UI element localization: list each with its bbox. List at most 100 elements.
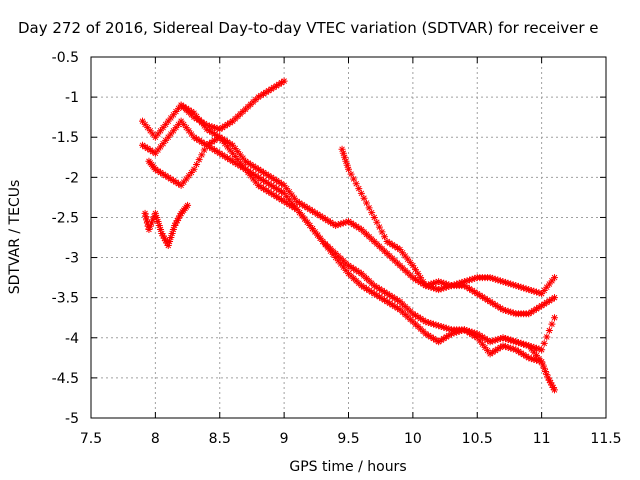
data-point: [538, 302, 546, 310]
data-point: [154, 167, 162, 175]
data-point: [401, 266, 409, 274]
x-tick-label: 10: [404, 431, 422, 447]
data-point: [504, 343, 512, 351]
data-point: [283, 199, 291, 207]
data-point: [272, 82, 280, 90]
data-point: [424, 281, 432, 289]
data-point: [478, 333, 486, 341]
data-point: [342, 218, 350, 226]
grid: [91, 57, 606, 418]
data-point: [342, 259, 350, 267]
data-point: [175, 214, 183, 222]
data-point: [509, 337, 517, 345]
data-point: [262, 178, 270, 186]
data-point: [338, 145, 346, 153]
data-point: [401, 302, 409, 310]
data-point: [378, 286, 386, 294]
data-point: [355, 268, 363, 276]
data-point: [175, 104, 183, 112]
data-point: [260, 169, 268, 177]
data-point: [370, 290, 378, 298]
data-point: [486, 350, 494, 358]
data-point: [368, 235, 376, 243]
data-point: [502, 307, 510, 315]
data-point: [414, 313, 422, 321]
data-point: [427, 280, 435, 288]
data-point: [535, 355, 543, 363]
data-point: [437, 285, 445, 293]
data-point: [486, 338, 494, 346]
data-point: [514, 339, 522, 347]
data-point: [154, 130, 162, 138]
data-point: [208, 144, 216, 152]
data-point: [177, 101, 185, 109]
data-point: [404, 255, 412, 263]
data-point: [252, 164, 260, 172]
data-point: [532, 356, 540, 364]
data-point: [175, 180, 183, 188]
data-point: [247, 160, 255, 168]
y-tick-label: -1.5: [52, 130, 79, 146]
data-point: [308, 207, 316, 215]
data-point: [169, 111, 177, 119]
data-point: [190, 133, 198, 141]
data-point: [337, 220, 345, 228]
data-point: [200, 122, 208, 130]
data-point: [211, 130, 219, 138]
data-point: [455, 327, 463, 335]
data-point: [429, 335, 437, 343]
data-point: [159, 232, 167, 240]
data-point: [293, 205, 301, 213]
data-point: [260, 177, 268, 185]
data-point: [386, 239, 394, 247]
data-point: [270, 175, 278, 183]
data-point: [491, 301, 499, 309]
data-point: [494, 335, 502, 343]
data-point: [357, 225, 365, 233]
data-point: [296, 209, 304, 217]
data-point: [157, 143, 165, 151]
data-point: [252, 96, 260, 104]
data-point: [432, 285, 440, 293]
data-point: [267, 181, 275, 189]
data-point: [460, 278, 468, 286]
data-point: [386, 299, 394, 307]
data-point: [378, 294, 386, 302]
data-point: [280, 181, 288, 189]
data-point: [143, 216, 151, 224]
data-point: [249, 98, 257, 106]
data-point: [148, 219, 156, 227]
data-point: [520, 340, 528, 348]
data-point: [149, 148, 157, 156]
data-point: [373, 218, 381, 226]
data-point: [548, 295, 556, 303]
data-point: [442, 324, 450, 332]
data-point: [419, 316, 427, 324]
data-point: [347, 263, 355, 271]
data-point: [244, 159, 252, 167]
data-point: [429, 320, 437, 328]
data-point: [391, 242, 399, 250]
data-point: [172, 108, 180, 116]
data-point: [234, 148, 242, 156]
data-point: [393, 304, 401, 312]
data-point: [329, 250, 337, 258]
data-point: [381, 233, 389, 241]
data-point: [239, 154, 247, 162]
data-point: [316, 212, 324, 220]
data-point: [193, 112, 201, 120]
data-point: [167, 114, 175, 122]
data-point: [208, 138, 216, 146]
data-points: [139, 77, 558, 394]
data-point: [254, 181, 262, 189]
data-point: [370, 238, 378, 246]
x-tick-label: 8.5: [209, 431, 231, 447]
data-point: [308, 225, 316, 233]
data-point: [549, 384, 557, 392]
data-point: [466, 276, 474, 284]
data-point: [339, 219, 347, 227]
data-point: [502, 335, 510, 343]
data-point: [257, 175, 265, 183]
data-point: [417, 274, 425, 282]
